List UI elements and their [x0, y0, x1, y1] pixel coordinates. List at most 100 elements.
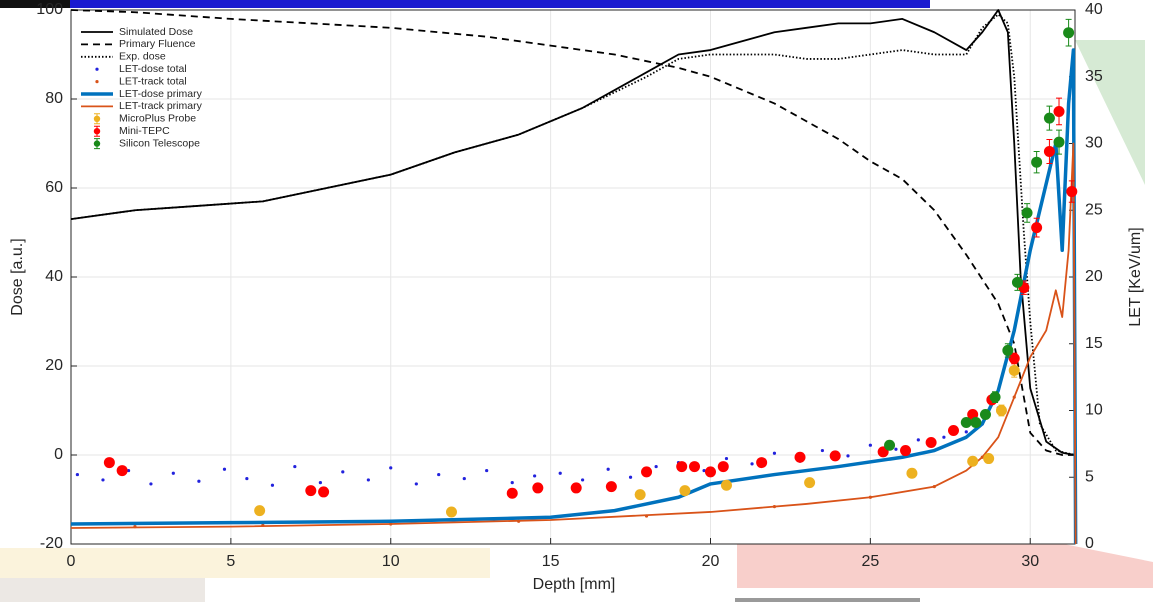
data-point	[906, 468, 917, 479]
data-point	[721, 480, 732, 491]
x-tick-label: 20	[702, 553, 720, 570]
data-point	[606, 481, 617, 492]
y-tick-label: 40	[45, 268, 63, 285]
decor	[735, 598, 920, 602]
legend-label: MicroPlus Probe	[119, 113, 196, 125]
legend-label: LET-dose primary	[119, 88, 203, 100]
data-point	[725, 457, 728, 460]
data-point	[990, 392, 1001, 403]
y2-tick-label: 20	[1085, 268, 1103, 285]
data-point	[1044, 113, 1055, 124]
data-point	[223, 468, 226, 471]
y-tick-label: 100	[36, 1, 63, 18]
data-point	[485, 469, 488, 472]
data-point	[319, 481, 322, 484]
y2-tick-label: 30	[1085, 135, 1103, 152]
data-point	[101, 478, 104, 481]
data-point	[980, 409, 991, 420]
data-point	[245, 477, 248, 480]
data-point	[415, 482, 418, 485]
data-point	[149, 482, 152, 485]
data-point	[571, 482, 582, 493]
data-point	[756, 457, 767, 468]
legend-label: Primary Fluence	[119, 38, 196, 50]
data-point	[581, 478, 584, 481]
data-point	[846, 454, 849, 457]
data-point	[773, 452, 776, 455]
data-point	[341, 470, 344, 473]
data-point	[172, 472, 175, 475]
data-point	[961, 417, 972, 428]
data-point	[511, 481, 514, 484]
data-point	[795, 452, 806, 463]
y2-tick-label: 10	[1085, 402, 1103, 419]
legend-label: Simulated Dose	[119, 26, 193, 38]
data-point	[367, 478, 370, 481]
data-point	[983, 453, 994, 464]
legend-marker	[95, 80, 98, 83]
y-tick-label: 60	[45, 179, 63, 196]
legend-label: LET-track total	[119, 75, 187, 87]
data-point	[437, 473, 440, 476]
legend-marker	[94, 116, 100, 122]
data-point	[76, 473, 79, 476]
x-tick-label: 10	[382, 553, 400, 570]
data-point	[869, 444, 872, 447]
x-tick-label: 25	[861, 553, 879, 570]
data-point	[1044, 146, 1055, 157]
data-point	[1063, 27, 1074, 38]
data-point	[559, 472, 562, 475]
decor	[70, 0, 930, 8]
data-point	[607, 468, 610, 471]
data-point	[629, 476, 632, 479]
data-point	[1031, 222, 1042, 233]
y-tick-label: 80	[45, 90, 63, 107]
data-point	[533, 474, 536, 477]
data-point	[884, 440, 895, 451]
data-point	[705, 466, 716, 477]
data-point	[821, 449, 824, 452]
x-tick-label: 15	[542, 553, 560, 570]
data-point	[655, 465, 658, 468]
decor	[0, 578, 205, 602]
legend-label: LET-dose total	[119, 63, 187, 75]
y2-tick-label: 0	[1085, 535, 1094, 552]
legend-label: LET-track primary	[119, 100, 203, 112]
data-point	[1022, 207, 1033, 218]
x-tick-label: 5	[226, 553, 235, 570]
data-point	[676, 461, 687, 472]
x-axis-label: Depth [mm]	[533, 576, 616, 593]
y2-tick-label: 35	[1085, 68, 1103, 85]
legend-label: Silicon Telescope	[119, 137, 200, 149]
data-point	[293, 465, 296, 468]
data-point	[996, 405, 1007, 416]
data-point	[942, 436, 945, 439]
legend-marker	[95, 68, 98, 71]
data-point	[641, 466, 652, 477]
data-point	[970, 417, 981, 428]
data-point	[948, 425, 959, 436]
data-point	[830, 450, 841, 461]
data-point	[446, 506, 457, 517]
data-point	[117, 465, 128, 476]
data-point	[804, 477, 815, 488]
y-tick-label: -20	[40, 535, 63, 552]
data-point	[965, 430, 968, 433]
data-point	[197, 480, 200, 483]
data-point	[967, 456, 978, 467]
y-tick-label: 0	[54, 446, 63, 463]
data-point	[900, 445, 911, 456]
data-point	[1009, 365, 1020, 376]
legend-marker	[94, 128, 100, 134]
data-point	[1031, 157, 1042, 168]
chart: Depth [mm] Dose [a.u.] LET [KeV/um] 0510…	[0, 0, 1153, 602]
data-point	[1012, 277, 1023, 288]
decor	[1075, 40, 1145, 185]
data-point	[917, 438, 920, 441]
data-point	[1054, 106, 1065, 117]
legend-label: Mini-TEPC	[119, 125, 170, 137]
data-point	[389, 466, 392, 469]
data-point	[463, 477, 466, 480]
y2-tick-label: 5	[1085, 468, 1094, 485]
y-axis-label: Dose [a.u.]	[9, 238, 26, 315]
